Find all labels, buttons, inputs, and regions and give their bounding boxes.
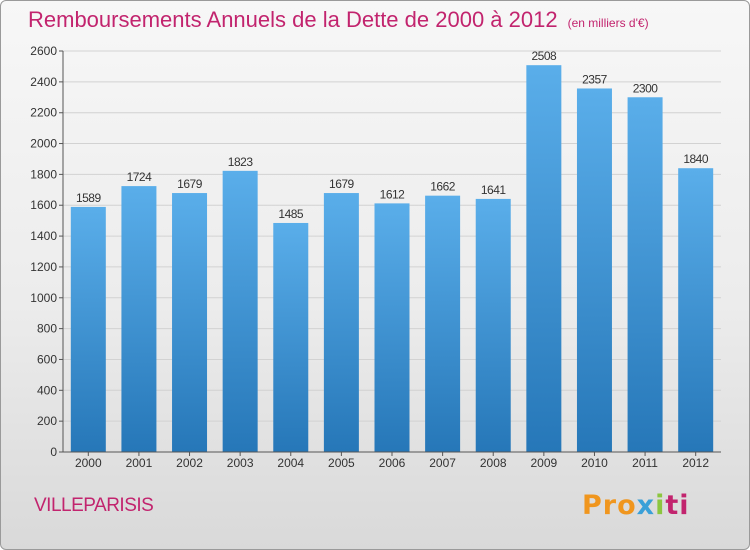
chart-title-text: Remboursements Annuels de la Dette de 20… — [28, 7, 558, 32]
bar — [576, 88, 612, 452]
x-tick-label: 2002 — [176, 456, 203, 470]
bar — [70, 206, 106, 452]
y-axis-ticks: 0 200 400 600 800 1000 1200 1400 1600 1800 2000 220… — [30, 44, 63, 459]
logo-part-4: ti — [665, 490, 690, 521]
y-tick-label: 600 — [37, 352, 57, 366]
logo-part-3: i — [655, 490, 666, 521]
y-tick-label: 800 — [37, 322, 57, 336]
data-label: 1662 — [430, 180, 456, 194]
x-tick-label: 2003 — [227, 456, 254, 470]
x-tick-label: 2000 — [75, 456, 102, 470]
x-axis-ticks: 2000 2001 2002 2003 2004 2005 2006 2007 2008 2009… — [75, 452, 709, 470]
data-label: 1612 — [380, 187, 406, 201]
proxiti-logo: Proxiti — [582, 490, 690, 521]
y-tick-label: 2200 — [30, 106, 57, 120]
x-tick-label: 2010 — [581, 456, 608, 470]
data-label: 1589 — [76, 191, 102, 205]
y-tick-label: 1400 — [30, 229, 57, 243]
y-tick-label: 2000 — [30, 137, 57, 151]
bar — [172, 193, 208, 452]
data-label: 1840 — [683, 152, 709, 166]
x-tick-label: 2001 — [126, 456, 153, 470]
data-label: 1679 — [329, 177, 355, 191]
logo-part-2: x — [636, 490, 656, 521]
chart-subtitle: (en milliers d'€) — [567, 16, 649, 30]
data-label: 1641 — [481, 183, 507, 197]
y-tick-label: 400 — [37, 383, 57, 397]
x-tick-label: 2004 — [277, 456, 304, 470]
bar — [121, 186, 157, 453]
bar — [273, 222, 309, 452]
data-label: 1679 — [177, 177, 203, 191]
x-tick-label: 2008 — [480, 456, 507, 470]
y-tick-label: 200 — [37, 414, 57, 428]
x-tick-label: 2007 — [429, 456, 456, 470]
logo-part-1: Pro — [582, 490, 637, 521]
data-label: 1823 — [228, 155, 254, 169]
bar — [627, 97, 663, 453]
x-tick-label: 2011 — [632, 456, 658, 470]
bars — [70, 65, 714, 453]
y-tick-label: 2600 — [30, 44, 57, 58]
bar — [526, 65, 562, 452]
y-tick-label: 1200 — [30, 260, 57, 274]
x-tick-label: 2009 — [530, 456, 557, 470]
y-tick-label: 0 — [50, 445, 57, 459]
bar — [374, 203, 410, 452]
bar — [222, 170, 258, 452]
data-label: 1485 — [278, 207, 304, 221]
x-tick-label: 2006 — [379, 456, 406, 470]
bar — [425, 195, 461, 452]
data-labels: 1589 1724 1679 1823 1485 1679 1612 1662 1641 2508… — [76, 49, 709, 221]
y-tick-label: 1600 — [30, 198, 57, 212]
bar — [475, 198, 511, 452]
data-label: 2508 — [531, 49, 557, 63]
chart-title: Remboursements Annuels de la Dette de 20… — [28, 7, 649, 33]
bar — [678, 168, 714, 452]
y-tick-label: 1000 — [30, 291, 57, 305]
x-tick-label: 2012 — [682, 456, 709, 470]
y-tick-label: 2400 — [30, 75, 57, 89]
bar — [323, 193, 359, 452]
data-label: 2300 — [633, 81, 659, 95]
y-tick-label: 1800 — [30, 167, 57, 181]
data-label: 2357 — [582, 72, 608, 86]
city-name: VILLEPARISIS — [34, 495, 154, 516]
x-tick-label: 2005 — [328, 456, 355, 470]
data-label: 1724 — [127, 170, 153, 184]
